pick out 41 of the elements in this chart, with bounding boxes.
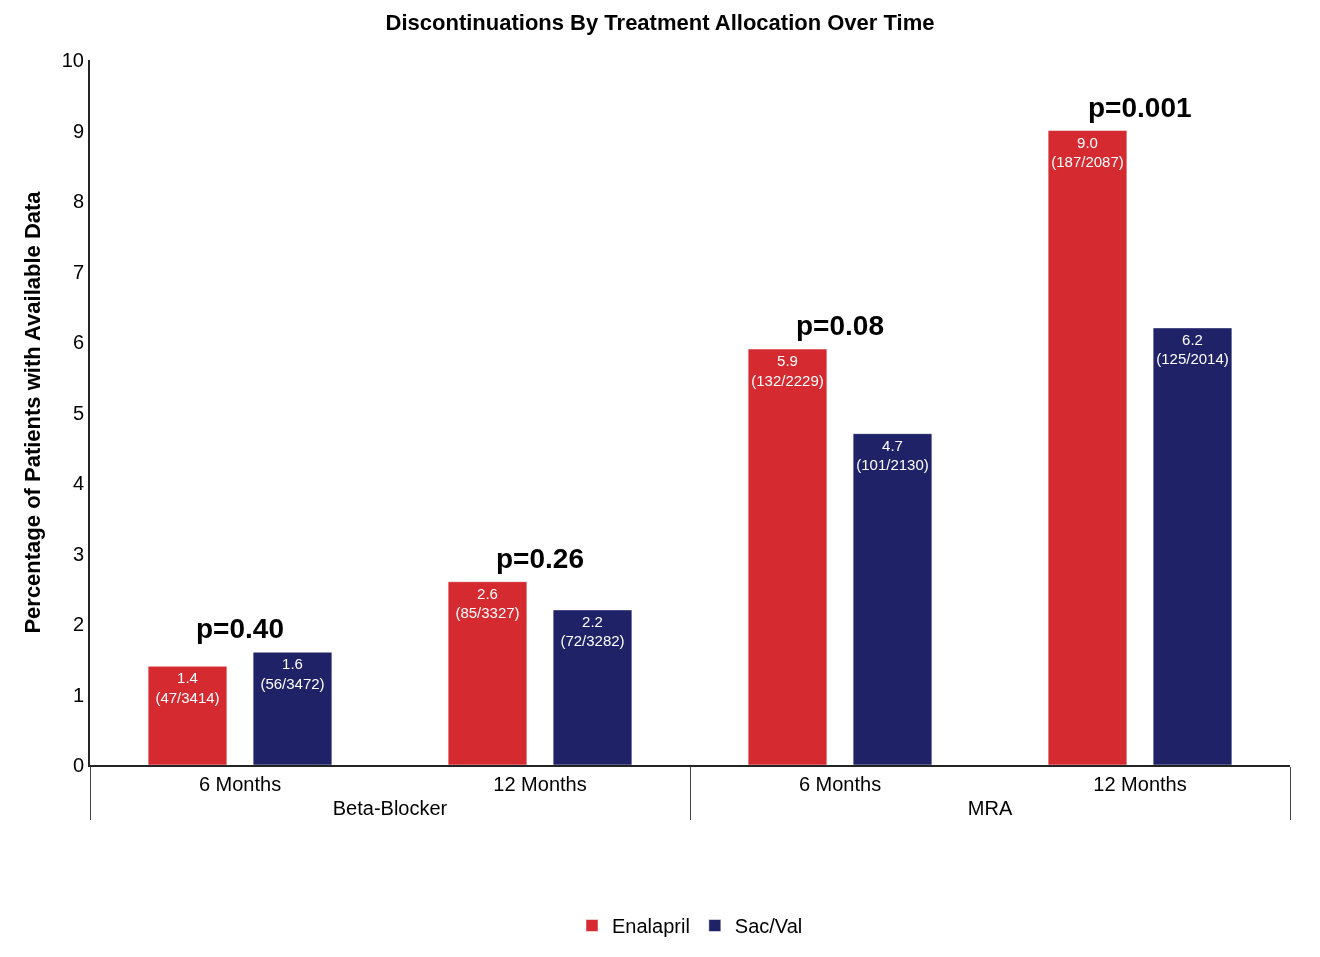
bar bbox=[252, 651, 333, 765]
x-tick-label: 12 Months bbox=[493, 773, 587, 795]
bar bbox=[852, 433, 933, 765]
y-tick-label: 10 bbox=[61, 49, 84, 71]
legend-label: Sac/Val bbox=[734, 915, 803, 938]
y-tick-label: 1 bbox=[72, 683, 84, 706]
bar bbox=[747, 348, 828, 765]
data-label: 9.0 (187/2087) bbox=[1051, 133, 1124, 170]
y-tick-label: 7 bbox=[72, 260, 84, 283]
annotation: p=0.001 bbox=[1088, 92, 1192, 123]
y-axis-title: Percentage of Patients with Available Data bbox=[20, 190, 46, 634]
data-label: 6.2 (125/2014) bbox=[1156, 330, 1229, 368]
legend-label: Enalapril bbox=[612, 915, 690, 938]
data-label: 5.9 (132/2229) bbox=[751, 352, 824, 389]
bar bbox=[1152, 327, 1233, 765]
annotation: p=0.40 bbox=[196, 613, 284, 644]
y-tick-label: 0 bbox=[72, 754, 84, 776]
x-tick-label: 6 Months bbox=[198, 773, 282, 795]
y-tick-label: 2 bbox=[72, 613, 84, 635]
y-tick-label: 5 bbox=[72, 401, 84, 424]
y-tick-label: 6 bbox=[72, 331, 84, 353]
data-label: 1.4 (47/3414) bbox=[155, 669, 220, 706]
chart-title: Discontinuations By Treatment Allocation Over Time bbox=[385, 9, 935, 35]
x-tick-label: 12 Months bbox=[1093, 773, 1187, 795]
data-label: 2.6 (85/3327) bbox=[455, 584, 520, 622]
data-label: 2.2 (72/3282) bbox=[560, 612, 625, 650]
annotation: p=0.26 bbox=[496, 543, 584, 574]
data-label: 4.7 (101/2130) bbox=[856, 436, 929, 474]
y-tick-label: 3 bbox=[72, 542, 84, 565]
y-tick-label: 9 bbox=[72, 119, 84, 142]
x-tick-label: 6 Months bbox=[798, 773, 882, 795]
text: Beta-Blocker bbox=[332, 797, 448, 819]
y-tick-label: 8 bbox=[72, 190, 84, 212]
y-tick-label: 4 bbox=[72, 472, 84, 494]
bar bbox=[447, 581, 528, 765]
bar bbox=[147, 666, 228, 765]
data-label: 1.6 (56/3472) bbox=[260, 655, 325, 692]
annotation: p=0.08 bbox=[796, 310, 884, 341]
bar bbox=[552, 609, 633, 765]
text: MRA bbox=[967, 797, 1013, 819]
bar bbox=[1047, 130, 1128, 765]
